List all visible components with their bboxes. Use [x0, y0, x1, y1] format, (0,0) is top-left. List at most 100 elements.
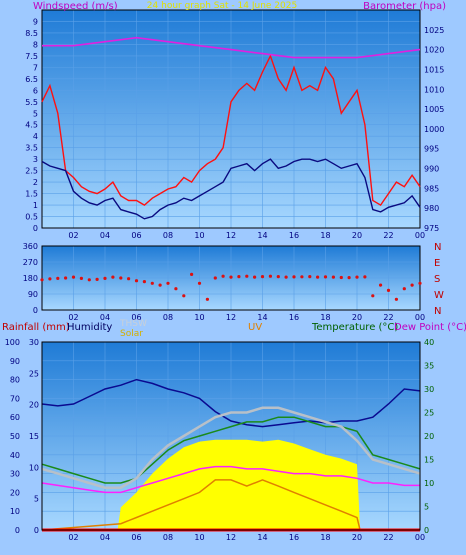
wind-axis-ticks: 02 04 06 08 10 12 14 16 18 20 22 0000.511.522.533.5… [25, 17, 444, 240]
windspeed-tick-label: 5.5 [25, 98, 38, 107]
x-tick-label: 06 [131, 533, 141, 542]
wind-frame [41, 9, 421, 229]
direction-point [142, 280, 146, 284]
direction-point [205, 297, 209, 301]
series-thsw [41, 406, 421, 489]
x-tick-label: 04 [100, 313, 110, 322]
direction-point [190, 272, 194, 276]
series-dewpoint [41, 465, 420, 494]
barometer-axis-label: Barometer (hpa) [363, 1, 446, 12]
x-tick-label: 06 [131, 231, 141, 240]
series-barometer [42, 36, 421, 59]
rain-tick-label: 5 [34, 495, 39, 504]
temp-tick-label: 25 [424, 409, 434, 418]
humidity-tick-label: 100 [5, 338, 20, 347]
direction-point [363, 275, 367, 279]
direction-series [40, 245, 422, 311]
windspeed-tick-label: 1.5 [25, 190, 38, 199]
x-tick-label: 14 [257, 313, 267, 322]
barometer-tick-label: 980 [424, 204, 439, 213]
direction-tick-label: 0 [33, 306, 38, 315]
direction-point [111, 275, 115, 279]
direction-point [237, 275, 241, 279]
direction-point [268, 274, 272, 278]
x-tick-label: 10 [194, 313, 204, 322]
direction-point [386, 288, 391, 292]
x-tick-label: 02 [68, 533, 78, 542]
windspeed-tick-label: 0 [33, 224, 38, 233]
series-gust [41, 54, 421, 207]
direction-tick-label: 90 [28, 290, 38, 299]
direction-point [284, 275, 288, 279]
direction-point [410, 283, 414, 287]
humidity-tick-label: 0 [15, 526, 20, 535]
direction-point [213, 276, 217, 280]
direction-tick-label: 360 [23, 242, 38, 251]
x-tick-label: 18 [320, 231, 330, 240]
humidity-tick-label: 80 [10, 376, 20, 385]
direction-point [56, 276, 60, 280]
direction-point [87, 278, 91, 282]
compass-tick-label: S [434, 274, 440, 285]
windspeed-tick-label: 3.5 [25, 144, 38, 153]
windspeed-tick-label: 6 [33, 86, 38, 95]
windspeed-tick-label: 2.5 [25, 167, 38, 176]
barometer-tick-label: 1000 [424, 125, 444, 134]
windspeed-tick-label: 5 [33, 109, 38, 118]
direction-point [300, 275, 304, 279]
climate-axis-ticks: 02 04 06 08 10 12 14 16 18 20 22 000102030405060708… [5, 338, 434, 542]
series-solar [42, 439, 420, 530]
direction-point [64, 276, 68, 280]
humidity-tick-label: 50 [10, 432, 20, 441]
direction-point [40, 278, 44, 282]
humidity-tick-label: 70 [10, 394, 20, 403]
direction-point [221, 274, 225, 278]
direction-point [158, 283, 162, 287]
x-tick-label: 20 [352, 313, 362, 322]
x-tick-label: 04 [100, 231, 110, 240]
direction-point [253, 275, 257, 279]
series-speed [41, 158, 421, 220]
direction-point [308, 275, 312, 279]
temp-tick-label: 35 [424, 362, 434, 371]
direction-point [347, 276, 351, 280]
series-humidity [41, 378, 421, 428]
windspeed-tick-label: 2 [33, 178, 38, 187]
x-tick-label: 22 [383, 533, 393, 542]
barometer-tick-label: 990 [424, 165, 439, 174]
windspeed-tick-label: 1 [33, 201, 38, 210]
humidity-tick-label: 40 [10, 451, 20, 460]
direction-point [371, 294, 375, 298]
compass-tick-label: W [434, 290, 444, 301]
barometer-tick-label: 975 [424, 224, 439, 233]
direction-point [166, 281, 170, 285]
temperature-label: Temperature (°C) [311, 322, 398, 333]
rain-tick-label: 15 [29, 432, 39, 441]
direction-point [339, 275, 343, 280]
windspeed-axis-label: Windspeed (m/s) [33, 1, 118, 12]
rain-tick-label: 20 [29, 401, 39, 410]
direction-point [418, 281, 422, 285]
direction-point [150, 281, 154, 285]
temp-tick-label: 20 [424, 432, 434, 441]
uv-label: UV [248, 322, 262, 333]
direction-point [316, 275, 320, 279]
direction-tick-label: 180 [23, 274, 38, 283]
climate-panel: 02 04 06 08 10 12 14 16 18 20 22 000102030405060708… [2, 319, 466, 542]
x-tick-label: 20 [352, 533, 362, 542]
series-temperature [41, 416, 421, 484]
humidity-tick-label: 10 [10, 507, 20, 516]
temp-tick-label: 40 [424, 338, 434, 347]
wind-grid [42, 10, 421, 229]
rain-tick-label: 25 [29, 369, 39, 378]
x-tick-label: 22 [383, 313, 393, 322]
windspeed-tick-label: 3 [33, 155, 38, 164]
direction-point [134, 279, 139, 283]
rainfall-label: Rainfall (mm) [2, 322, 70, 333]
x-tick-label: 20 [352, 231, 362, 240]
direction-point [292, 275, 296, 279]
rain-tick-label: 30 [29, 338, 39, 347]
temp-tick-label: 5 [424, 503, 429, 512]
x-tick-label: 08 [163, 533, 173, 542]
x-tick-label: 04 [100, 533, 110, 542]
